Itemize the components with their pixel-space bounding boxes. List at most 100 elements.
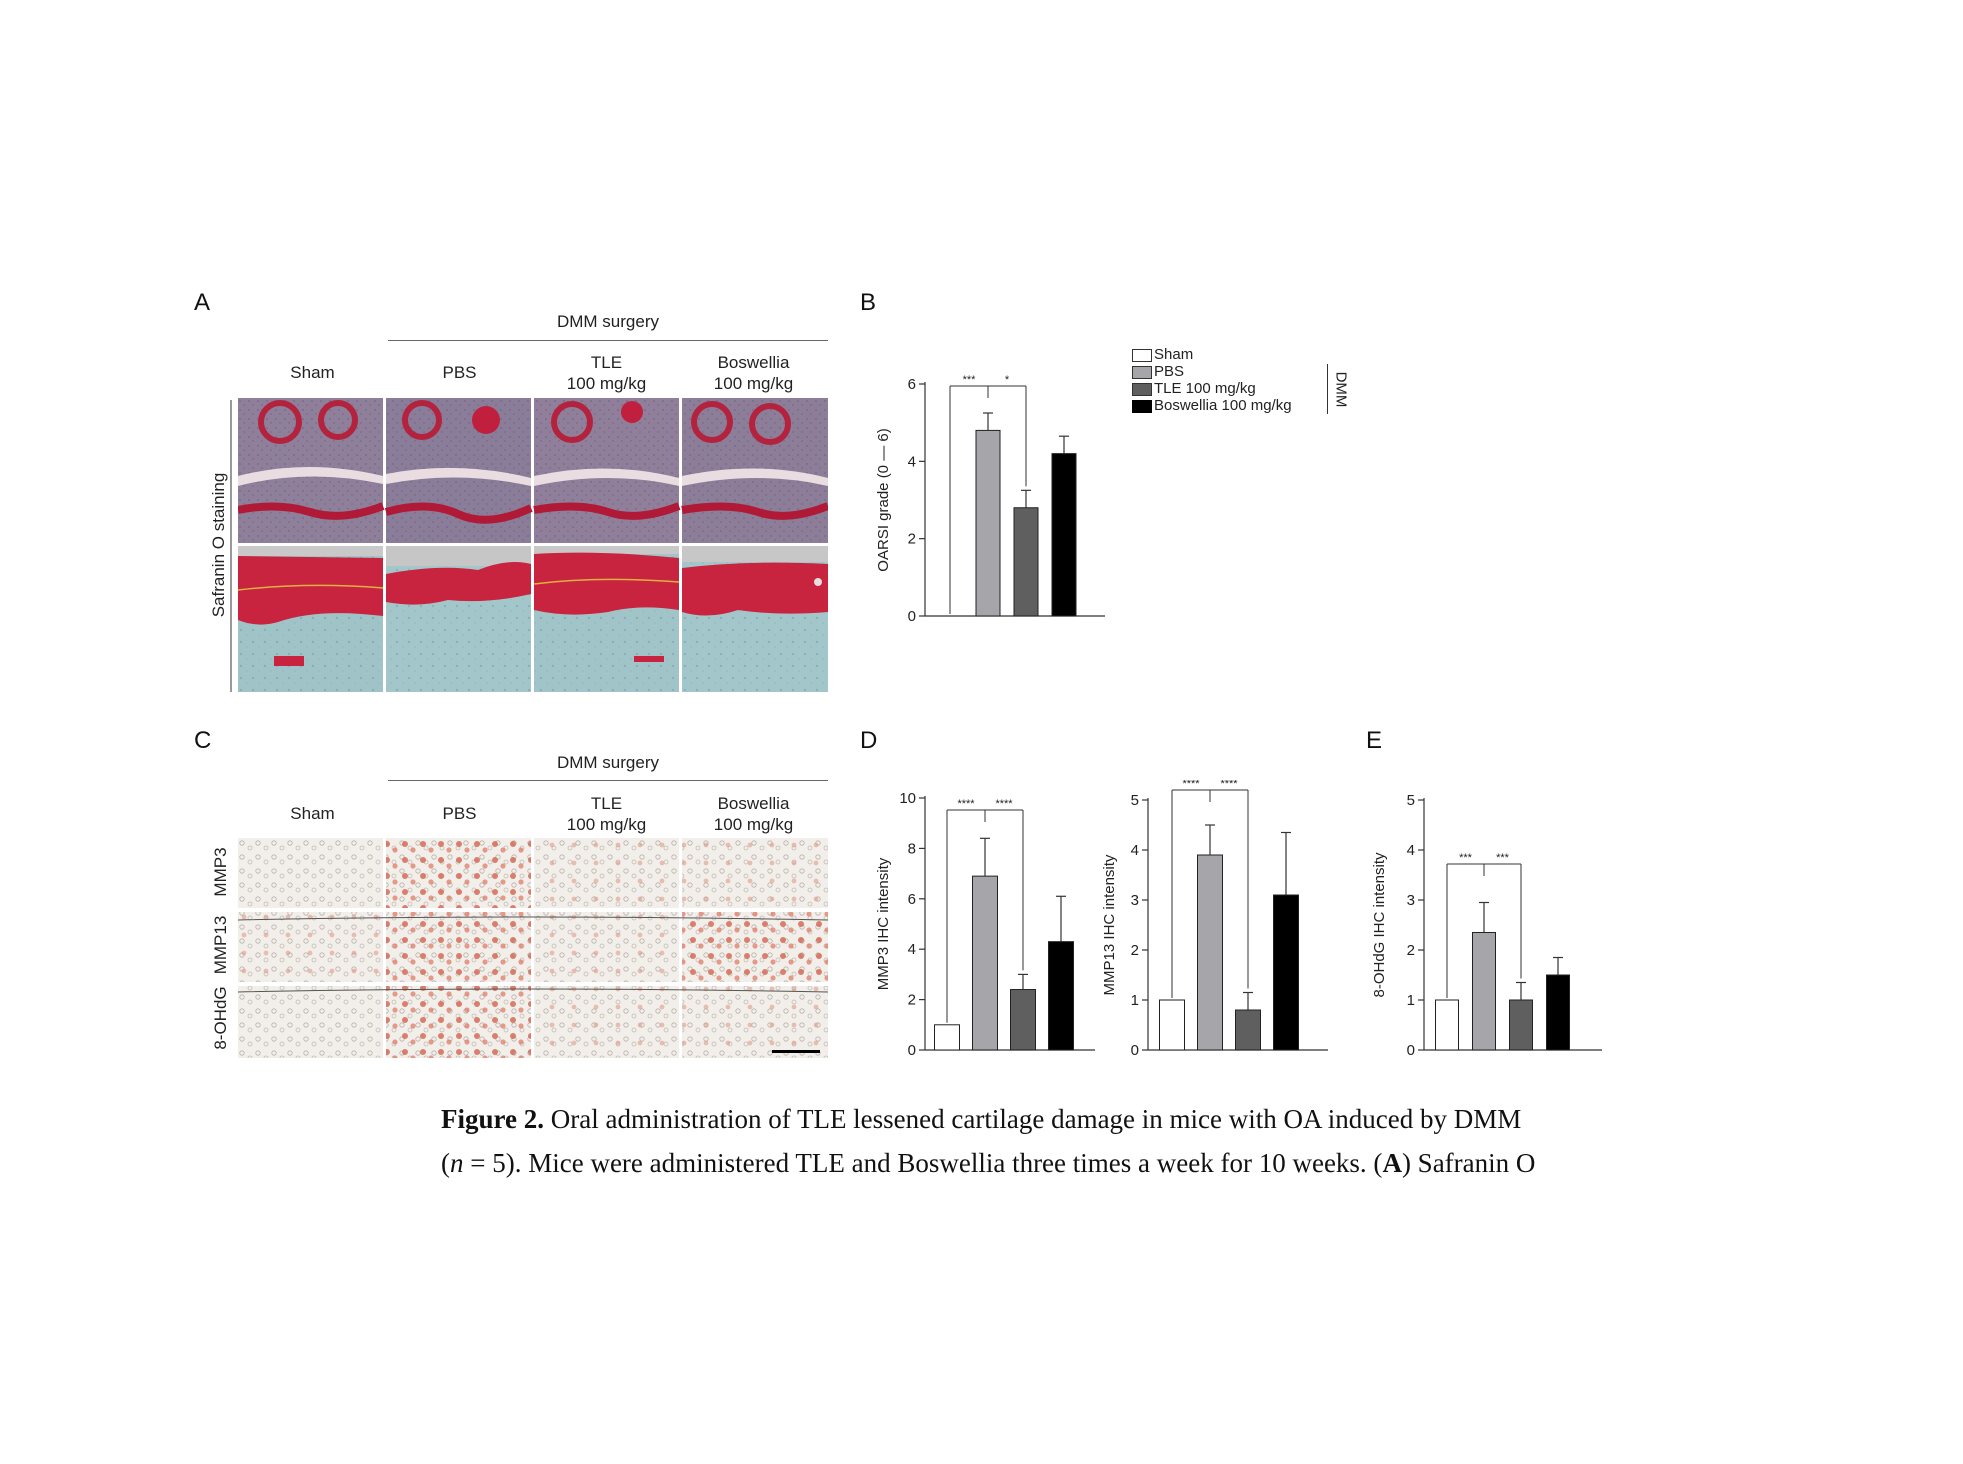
y-tick-label: 4 — [1407, 842, 1415, 859]
scale-bar — [772, 1050, 820, 1053]
8ohdg-ihc-chart: 0 1 2 3 4 5 8-OHdG IHC intensity *** *** — [1371, 792, 1602, 1059]
y-tick-label: 0 — [908, 1042, 916, 1059]
dmm-surgery-line-c — [388, 780, 828, 781]
column-label-tle-c: TLE 100 mg/kg — [566, 794, 647, 834]
panel-letter-e: E — [1366, 727, 1383, 754]
significance-label: *** — [963, 374, 977, 386]
safranin-micrographs — [238, 398, 828, 692]
legend-dmm-bracket — [1327, 364, 1328, 414]
micrograph-sham-top — [238, 398, 385, 543]
caption-line-1: Figure 2. Oral administration of TLE les… — [441, 1104, 1522, 1134]
y-axis-label: MMP13 IHC intensity — [1101, 854, 1118, 995]
micrograph-tle-bottom — [533, 546, 680, 692]
legend: Sham PBS TLE 100 mg/kg Boswellia 100 mg/… — [1132, 346, 1362, 418]
significance-label: *** — [1496, 852, 1510, 864]
significance-label: **** — [957, 798, 975, 810]
bar-3 — [1509, 999, 1533, 1051]
column-label-tle-a: TLE 100 mg/kg — [566, 353, 647, 393]
bar-1 — [1435, 999, 1459, 1051]
bar-1 — [934, 1024, 960, 1051]
micrograph-pbs-top — [384, 398, 533, 543]
dmm-surgery-label-c: DMM surgery — [556, 753, 659, 772]
y-axis-label: OARSI grade (0 — 6) — [875, 428, 892, 571]
y-tick-label: 4 — [908, 453, 916, 470]
micrograph-tle-top — [533, 398, 681, 543]
y-tick-label: 6 — [908, 376, 916, 393]
legend-label-pbs: PBS — [1154, 363, 1185, 380]
bar-1 — [1159, 999, 1185, 1051]
panel-letter-d: D — [860, 727, 878, 754]
legend-label-sham: Sham — [1154, 346, 1194, 363]
column-label-sham-a: Sham — [290, 363, 335, 382]
column-label-pbs-a: PBS — [442, 363, 477, 382]
y-tick-label: 6 — [908, 891, 916, 908]
row-label-mmp3: MMP3 — [211, 847, 230, 897]
dmm-surgery-line-a — [388, 340, 828, 341]
ihc-row-8ohdg — [238, 986, 828, 1058]
bar-4 — [1048, 941, 1074, 1051]
y-tick-label: 5 — [1407, 792, 1415, 809]
bar-4 — [1051, 453, 1077, 617]
panel-letter-a: A — [194, 289, 211, 316]
y-tick-label: 3 — [1407, 892, 1415, 909]
column-label-boswellia-a: Boswellia 100 mg/kg — [713, 353, 794, 393]
legend-swatch-sham — [1132, 349, 1152, 362]
column-label-sham-c: Sham — [290, 804, 335, 823]
row-bracket-a — [230, 400, 232, 692]
legend-dmm-label: DMM — [1332, 371, 1350, 408]
significance-label: * — [1005, 374, 1010, 386]
y-tick-label: 3 — [1131, 892, 1139, 909]
y-axis-label: MMP3 IHC intensity — [875, 857, 892, 990]
legend-label-tle: TLE 100 mg/kg — [1154, 380, 1256, 397]
ihc-row-mmp13 — [238, 912, 828, 982]
bar-4 — [1273, 894, 1299, 1051]
ihc-micrographs — [238, 838, 828, 1058]
y-tick-label: 2 — [908, 992, 916, 1009]
mmp3-ihc-chart: 0 2 4 6 8 10 MMP3 IHC intensity **** **** — [875, 790, 1095, 1059]
bar-3 — [1010, 989, 1036, 1051]
y-tick-label: 1 — [1131, 992, 1139, 1009]
caption-figure-label: Figure 2. — [441, 1104, 544, 1134]
micrograph-boswellia-top — [681, 398, 828, 543]
micrograph-sham-bottom — [238, 546, 384, 692]
y-tick-label: 4 — [908, 941, 916, 958]
ihc-row-mmp3 — [238, 838, 828, 908]
row-label-safranin: Safranin O staining — [209, 472, 228, 618]
dmm-surgery-label-a: DMM surgery — [556, 312, 659, 331]
significance-label: **** — [1182, 780, 1200, 790]
significance-label: **** — [1220, 780, 1238, 790]
y-tick-label: 4 — [1131, 842, 1139, 859]
row-label-8ohdg: 8-OHdG — [211, 986, 230, 1050]
y-tick-label: 0 — [1131, 1042, 1139, 1059]
row-label-mmp13: MMP13 — [211, 915, 230, 975]
column-label-boswellia-c: Boswellia 100 mg/kg — [713, 794, 794, 834]
bar-3 — [1013, 507, 1039, 617]
legend-swatch-tle — [1132, 383, 1152, 396]
bar-3 — [1235, 1009, 1261, 1051]
y-tick-label: 2 — [1131, 942, 1139, 959]
y-axis-label: 8-OHdG IHC intensity — [1371, 852, 1388, 998]
legend-swatch-pbs — [1132, 366, 1152, 379]
significance-label: **** — [995, 798, 1013, 810]
bar-2 — [972, 875, 998, 1051]
micrograph-pbs-bottom — [386, 546, 531, 692]
caption-line-2: (n = 5). Mice were administered TLE and … — [441, 1148, 1536, 1178]
y-tick-label: 2 — [908, 531, 916, 548]
y-tick-label: 8 — [908, 840, 916, 857]
panel-letter-b: B — [860, 289, 877, 316]
bar-2 — [975, 429, 1001, 617]
bar-4 — [1546, 974, 1570, 1051]
bar-2 — [1472, 932, 1496, 1051]
figure-caption: Figure 2. Oral administration of TLE les… — [441, 1097, 1821, 1185]
bar-2 — [1197, 854, 1223, 1051]
y-tick-label: 0 — [1407, 1042, 1415, 1059]
panel-letter-c: C — [194, 727, 212, 754]
y-tick-label: 10 — [899, 790, 916, 807]
column-label-pbs-c: PBS — [442, 804, 477, 823]
mmp13-ihc-chart: 0 1 2 3 4 5 MMP13 IHC intensity **** **** — [1101, 780, 1328, 1059]
legend-swatch-boswellia — [1132, 400, 1152, 413]
y-tick-label: 2 — [1407, 942, 1415, 959]
legend-label-boswellia: Boswellia 100 mg/kg — [1154, 397, 1292, 414]
y-tick-label: 1 — [1407, 992, 1415, 1009]
